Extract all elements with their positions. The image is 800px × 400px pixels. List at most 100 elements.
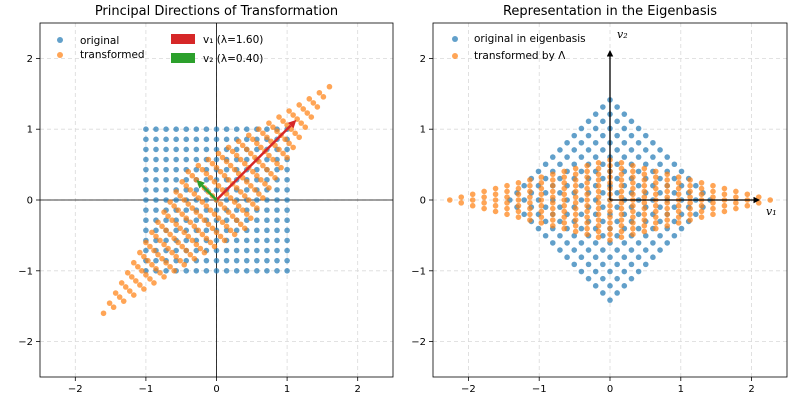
original-point bbox=[223, 136, 230, 143]
transformed-point bbox=[254, 205, 260, 211]
eigenbasis-point bbox=[635, 139, 642, 146]
eigenbasis-point bbox=[614, 147, 620, 153]
original-point bbox=[203, 166, 210, 173]
original-point bbox=[193, 136, 200, 143]
transformed-point bbox=[195, 227, 202, 234]
lambda-transformed-point bbox=[641, 200, 648, 206]
lambda-transformed-point bbox=[469, 191, 476, 198]
axis-label-v2: v₂ bbox=[617, 28, 628, 41]
original-point bbox=[213, 268, 220, 274]
lambda-transformed-point bbox=[664, 222, 671, 229]
transformed-point bbox=[302, 124, 309, 130]
lambda-transformed-point bbox=[527, 182, 533, 189]
lambda-transformed-point bbox=[595, 182, 602, 189]
transformed-point bbox=[219, 219, 226, 226]
transformed-point bbox=[237, 156, 244, 163]
lambda-transformed-point bbox=[652, 214, 659, 220]
lambda-transformed-point bbox=[607, 225, 613, 232]
transformed-point bbox=[266, 185, 272, 191]
lambda-transformed-point bbox=[561, 225, 568, 232]
y-tick-label: −1 bbox=[411, 266, 426, 277]
lambda-transformed-point bbox=[687, 200, 693, 206]
transformed-point bbox=[276, 146, 282, 153]
lambda-transformed-point bbox=[652, 225, 659, 232]
original-point bbox=[143, 217, 149, 224]
eigenbasis-point bbox=[600, 290, 606, 296]
lambda-transformed-point bbox=[675, 208, 682, 215]
lambda-transformed-point bbox=[652, 208, 659, 215]
original-point bbox=[284, 146, 290, 153]
eigenbasis-point bbox=[614, 247, 620, 253]
transformed-point bbox=[183, 247, 190, 254]
original-point bbox=[143, 197, 149, 203]
lambda-transformed-point bbox=[618, 217, 625, 223]
transformed-point bbox=[266, 120, 272, 126]
eigenbasis-point bbox=[592, 154, 599, 160]
lambda-transformed-point bbox=[481, 200, 487, 206]
transformed-point bbox=[270, 124, 276, 130]
lambda-transformed-point bbox=[492, 191, 499, 198]
eigenbasis-point bbox=[621, 154, 628, 160]
original-point bbox=[153, 197, 159, 203]
transformed-point bbox=[231, 199, 238, 205]
original-point bbox=[153, 126, 159, 132]
lambda-transformed-point bbox=[572, 205, 579, 212]
eigenbasis-point bbox=[557, 247, 563, 253]
lambda-transformed-point bbox=[630, 168, 636, 175]
eigenbasis-point bbox=[671, 190, 678, 196]
lambda-transformed-point bbox=[572, 217, 579, 223]
transformed-point bbox=[157, 237, 163, 244]
eigenbasis-point bbox=[564, 254, 570, 261]
lambda-transformed-point bbox=[721, 208, 728, 215]
original-point bbox=[274, 268, 280, 274]
transformed-point bbox=[243, 211, 250, 217]
eigenbasis-point bbox=[628, 247, 635, 253]
original-point bbox=[264, 126, 270, 132]
legend-swatch-v1 bbox=[171, 34, 195, 44]
lambda-transformed-point bbox=[630, 231, 636, 238]
transformed-point bbox=[276, 114, 282, 120]
lambda-transformed-point bbox=[561, 197, 568, 203]
transformed-point bbox=[260, 130, 266, 137]
original-point bbox=[173, 156, 179, 163]
lambda-transformed-point bbox=[618, 211, 625, 218]
lambda-transformed-point bbox=[664, 177, 671, 183]
eigenbasis-point bbox=[578, 268, 585, 275]
original-point bbox=[163, 136, 169, 143]
transformed-point bbox=[215, 183, 222, 189]
original-point bbox=[203, 146, 210, 153]
original-point bbox=[274, 156, 280, 163]
lambda-transformed-point bbox=[721, 185, 728, 192]
original-point bbox=[264, 217, 270, 224]
eigenbasis-point bbox=[557, 147, 563, 153]
lambda-transformed-point bbox=[515, 208, 522, 215]
transformed-point bbox=[292, 130, 298, 137]
lambda-transformed-point bbox=[446, 197, 453, 203]
transformed-point bbox=[233, 217, 240, 224]
transformed-point bbox=[243, 178, 250, 185]
transformed-point bbox=[151, 280, 157, 286]
lambda-transformed-point bbox=[504, 182, 510, 189]
eigenbasis-point bbox=[664, 154, 671, 160]
original-point bbox=[274, 217, 280, 224]
eigenbasis-point bbox=[614, 161, 620, 168]
transformed-point bbox=[201, 249, 208, 256]
eigenbasis-point bbox=[614, 290, 620, 296]
transformed-point bbox=[221, 205, 228, 211]
transformed-point bbox=[185, 201, 192, 207]
transformed-point bbox=[185, 233, 192, 240]
eigenbasis-point bbox=[614, 204, 620, 210]
original-point bbox=[254, 257, 260, 264]
y-tick-label: 2 bbox=[420, 54, 426, 65]
eigenvector-v1-head bbox=[287, 119, 297, 129]
eigenbasis-point bbox=[635, 182, 642, 189]
transformed-point bbox=[296, 102, 303, 108]
original-point bbox=[173, 257, 179, 264]
lambda-transformed-point bbox=[618, 182, 625, 189]
transformed-point bbox=[130, 292, 137, 298]
eigenbasis-point bbox=[607, 297, 613, 303]
transformed-point bbox=[233, 152, 240, 159]
eigenbasis-point bbox=[578, 211, 585, 218]
eigenbasis-point bbox=[600, 232, 606, 239]
original-point bbox=[183, 146, 190, 153]
